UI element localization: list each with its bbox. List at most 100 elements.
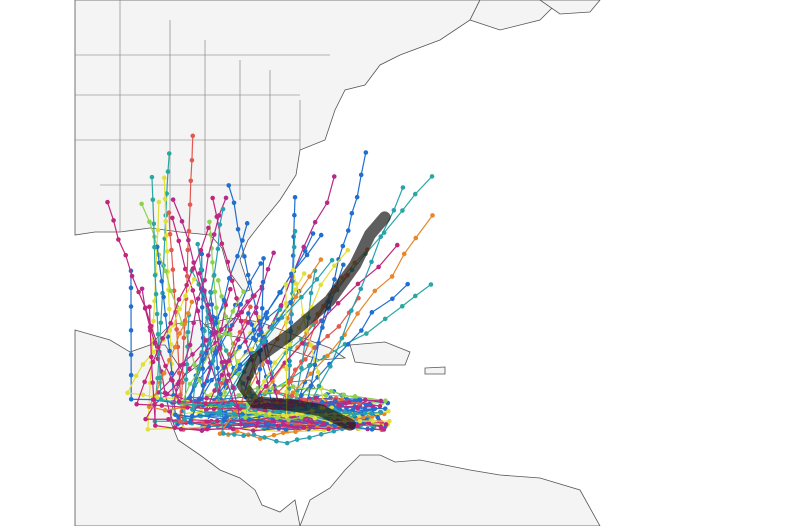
track-point: [158, 320, 164, 326]
track-point: [177, 306, 183, 312]
track-point: [226, 358, 232, 364]
track-point: [308, 342, 314, 348]
track-point: [196, 378, 202, 383]
track-point: [177, 363, 183, 368]
track-point: [195, 241, 200, 247]
track-point: [174, 327, 179, 332]
track-point: [325, 333, 330, 339]
track-point: [203, 338, 209, 343]
canada-maritimes: [469, 0, 561, 31]
track-point: [302, 397, 307, 403]
track-point: [212, 289, 218, 295]
track-point: [166, 306, 172, 312]
track-point: [248, 304, 253, 310]
track-point: [223, 348, 229, 353]
track-point: [342, 341, 348, 347]
track-point: [301, 425, 307, 430]
track-point: [378, 398, 384, 404]
track-point: [271, 418, 277, 424]
track-point: [316, 340, 321, 346]
track-point: [134, 401, 139, 407]
track-point: [294, 411, 300, 417]
track-point: [386, 408, 391, 414]
track-point: [293, 281, 299, 286]
track-point: [308, 383, 314, 389]
track-point: [163, 312, 168, 318]
track-point: [357, 397, 363, 403]
track-point: [175, 381, 181, 387]
track-point: [345, 342, 351, 347]
track-point: [412, 191, 418, 197]
track-point: [254, 412, 259, 417]
track-point: [139, 286, 145, 292]
track-point: [154, 311, 160, 317]
track-point: [259, 306, 265, 311]
track-point: [369, 427, 375, 432]
track-point: [301, 271, 307, 276]
track-point: [264, 316, 270, 321]
track-point: [363, 150, 369, 155]
track-point: [389, 274, 395, 279]
track-point: [155, 331, 161, 337]
track-point: [292, 194, 298, 200]
track-point: [187, 395, 193, 400]
track-point: [318, 257, 324, 262]
track-point: [223, 314, 229, 319]
track-point: [152, 298, 157, 304]
track-point: [378, 409, 384, 415]
track-point: [298, 415, 304, 420]
track-point: [149, 174, 155, 180]
track-point: [128, 352, 134, 357]
track-point: [428, 282, 434, 287]
track-point: [153, 291, 159, 297]
track-point: [345, 228, 351, 233]
track-point: [329, 257, 335, 263]
track-point: [202, 277, 207, 283]
track-point: [147, 304, 152, 310]
track-point: [202, 328, 207, 334]
track-point: [382, 316, 388, 322]
track-point: [185, 405, 190, 410]
track-point: [306, 418, 311, 424]
track-point: [170, 215, 175, 221]
track-point: [244, 221, 250, 226]
track-point: [150, 359, 156, 365]
track-point: [168, 288, 174, 294]
track-point: [280, 430, 286, 436]
track-point: [187, 366, 192, 372]
track-point: [355, 406, 361, 411]
track-point: [199, 305, 205, 310]
track-point: [289, 271, 294, 277]
track-point: [168, 320, 173, 326]
track-point: [351, 412, 357, 418]
track-point: [257, 366, 263, 372]
track-point: [362, 397, 368, 403]
track-point: [326, 426, 331, 432]
track-point: [265, 421, 271, 427]
track-point: [253, 310, 259, 316]
track-point: [148, 328, 153, 333]
track-point: [248, 346, 254, 352]
track-point: [354, 194, 360, 200]
track-point: [264, 359, 270, 364]
track-point: [271, 250, 276, 256]
track-point: [183, 293, 188, 299]
track-point: [227, 327, 233, 332]
track-point: [186, 228, 192, 234]
track-point: [292, 287, 298, 292]
track-point: [299, 365, 304, 371]
track-point: [162, 408, 168, 413]
track-point: [378, 234, 384, 239]
track-point: [294, 437, 300, 442]
track-point: [187, 420, 193, 425]
track-point: [237, 329, 243, 335]
track-point: [245, 320, 251, 325]
track-point: [153, 423, 158, 428]
track-point: [358, 172, 364, 178]
track-point: [293, 429, 298, 435]
track-point: [245, 272, 251, 278]
track-point: [152, 244, 157, 250]
track-point: [215, 246, 221, 252]
track-point: [195, 296, 201, 302]
